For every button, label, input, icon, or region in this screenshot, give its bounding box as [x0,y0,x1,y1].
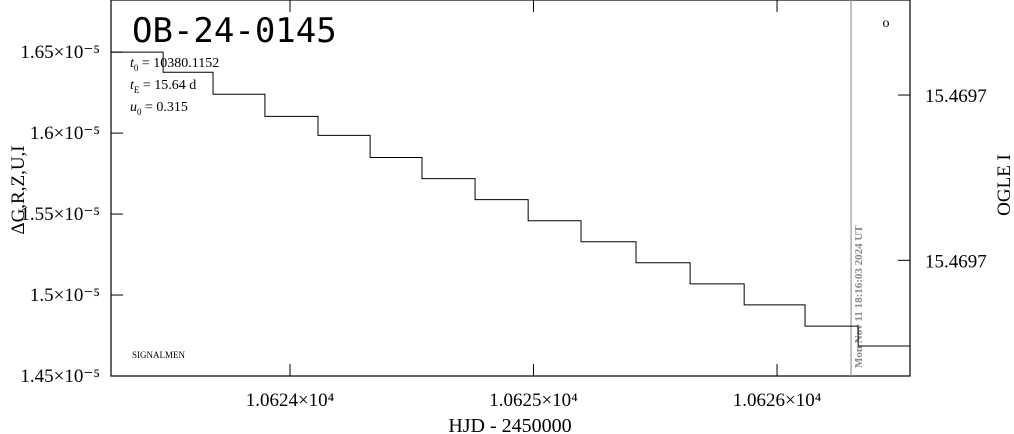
plot-frame [110,0,911,377]
parameter-value: = 10380.1152 [138,56,219,71]
parameter-subscript: 0 [137,107,142,117]
now-label: Mon Nov 11 18:16:03 2024 UT [853,225,865,368]
y-tick-label: 1.6×10⁻⁵ [30,123,100,144]
y2-tick-label: 15.4697 [925,86,987,107]
parameter-symbol: t [130,56,135,71]
parameter-value: = 0.315 [142,100,188,115]
corner-mark: o [883,16,890,31]
y2-axis-title: OGLE I [994,154,1014,216]
x-tick-label: 1.0626×10⁴ [733,390,822,411]
parameter-subscript: 0 [134,63,139,73]
x-tick-label: 1.0624×10⁴ [246,390,335,411]
y-axis-title: ΔG,R,Z,U,I [8,145,29,234]
parameter: t0 = 10380.1152 [130,56,219,73]
y2-tick-label: 15.4697 [925,251,987,272]
x-tick-label: 1.0625×10⁴ [489,390,578,411]
chart-title: OB-24-0145 [132,11,337,51]
y-tick-label: 1.45×10⁻⁵ [20,366,100,387]
y-tick-label: 1.65×10⁻⁵ [20,42,100,63]
y-tick-label: 1.5×10⁻⁵ [30,285,100,306]
parameter: tE = 15.64 d [130,78,196,95]
parameter: u0 = 0.315 [130,100,188,117]
parameter-symbol: t [130,78,135,93]
y-tick-label: 1.55×10⁻⁵ [20,204,100,225]
parameter-symbol: u [130,100,137,115]
light-curve [111,51,910,347]
x-axis-title: HJD - 2450000 [448,415,571,434]
parameter-subscript: E [134,85,140,95]
credit: SIGNALMEN [132,350,185,360]
parameter-value: = 15.64 d [139,78,196,93]
